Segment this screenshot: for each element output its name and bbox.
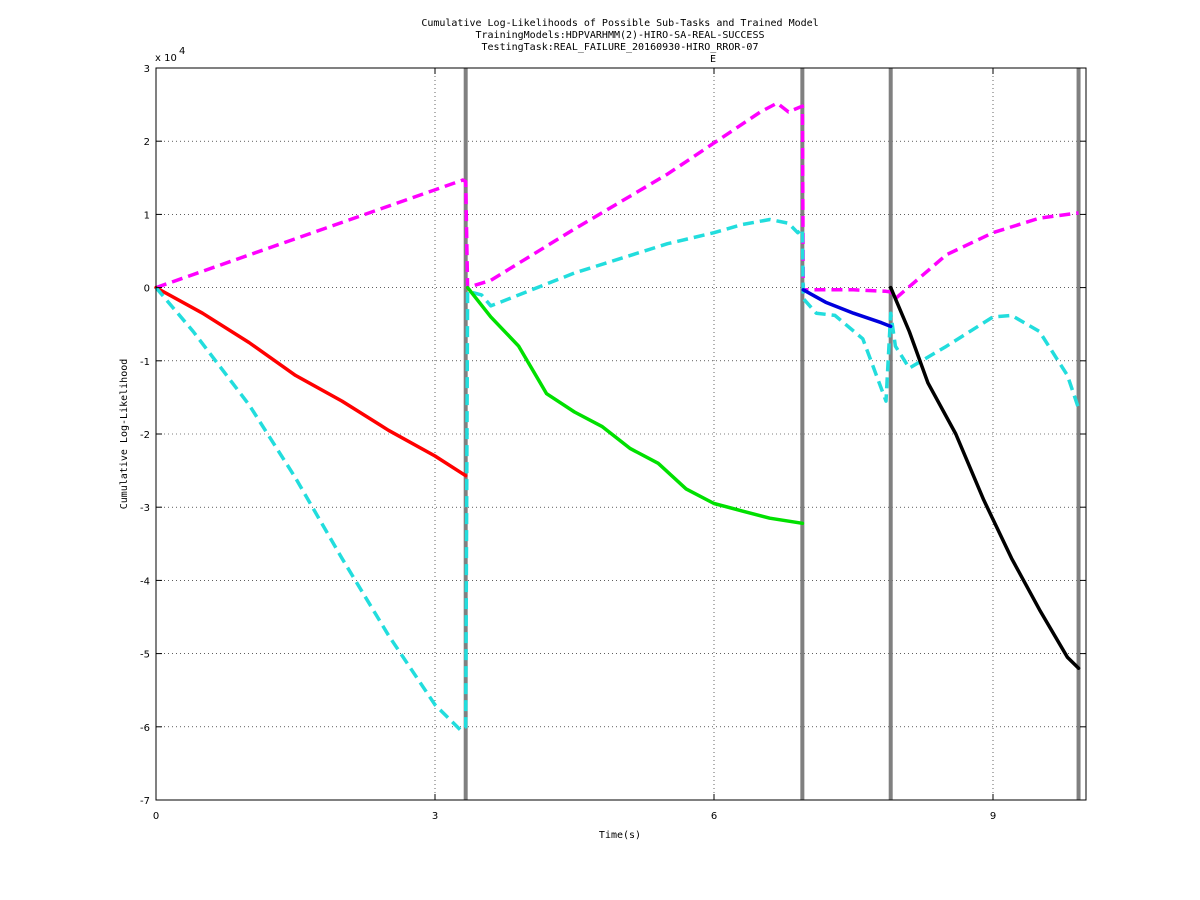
series-line bbox=[154, 217, 1081, 733]
grid-layer bbox=[156, 68, 1086, 800]
chart-subtitle-testing: TestingTask:REAL_FAILURE_20160930-HIRO_R… bbox=[482, 42, 759, 53]
plot-frame bbox=[155, 67, 1087, 801]
y-exponent-power: 4 bbox=[179, 46, 185, 57]
y-axis-label: Cumulative Log-Likelihood bbox=[119, 359, 130, 510]
series-line bbox=[888, 285, 1081, 670]
series-line bbox=[155, 101, 1079, 301]
series-line bbox=[465, 285, 805, 526]
marker-label: E bbox=[710, 54, 716, 65]
chart-title: Cumulative Log-Likelihoods of Possible S… bbox=[421, 18, 818, 29]
series-line bbox=[801, 288, 893, 329]
series-layer bbox=[154, 101, 1081, 733]
x-tick-label: 0 bbox=[153, 811, 159, 822]
x-tick-label: 6 bbox=[711, 811, 717, 822]
x-axis-label: Time(s) bbox=[599, 830, 641, 841]
y-tick-label: -2 bbox=[140, 430, 150, 441]
y-tick-label: 2 bbox=[144, 137, 150, 148]
y-exponent-base: x 10 bbox=[155, 53, 177, 64]
y-tick-label: 1 bbox=[144, 210, 150, 221]
chart-subtitle-training: TrainingModels:HDPVARHMM(2)-HIRO-SA-REAL… bbox=[476, 30, 765, 41]
y-tick-label: -6 bbox=[140, 723, 150, 734]
y-tick-label: -5 bbox=[140, 650, 150, 661]
y-tick-label: -1 bbox=[140, 357, 150, 368]
y-tick-label: 0 bbox=[144, 284, 150, 295]
y-tick-label: -4 bbox=[140, 576, 150, 587]
x-tick-label: 9 bbox=[990, 811, 996, 822]
series-line bbox=[154, 285, 468, 478]
y-tick-label: -3 bbox=[140, 503, 150, 514]
tick-layer: 0 3 6 9 -7 -6 -5 -4 -3 -2 -1 0 1 2 3 bbox=[140, 64, 1086, 822]
y-tick-label: -7 bbox=[140, 796, 150, 807]
y-tick-label: 3 bbox=[144, 64, 150, 75]
x-tick-label: 3 bbox=[432, 811, 438, 822]
